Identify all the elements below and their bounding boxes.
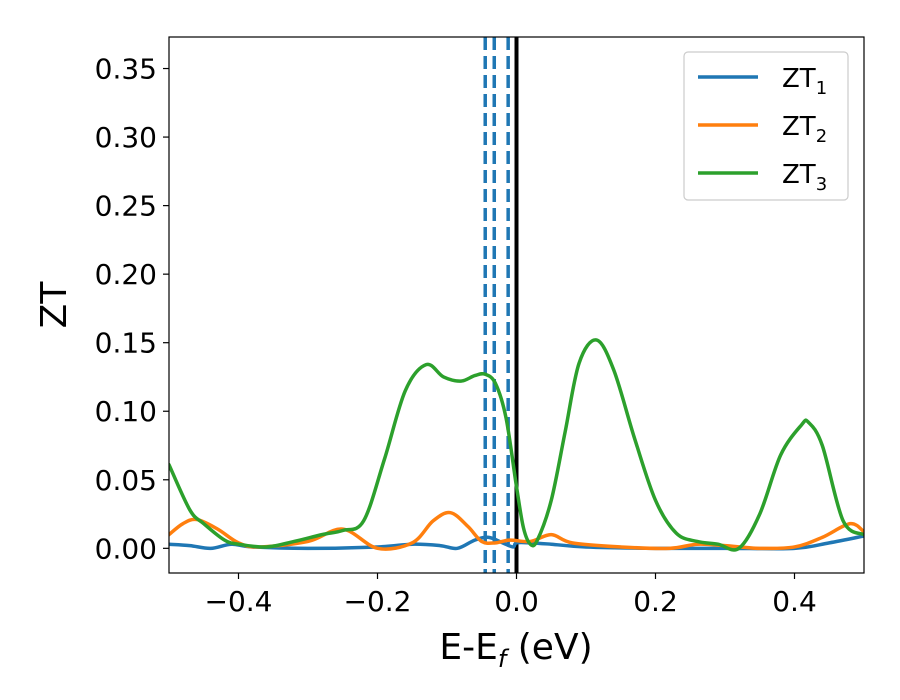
series-layer [169,338,864,552]
y-tick-label: 0.30 [95,121,157,154]
ticks-layer: −0.4 −0.2 0.0 0.2 0.4 0.00 0.05 0.10 0.15 0.20 0.2… [95,53,817,618]
legend-label-zt3: ZT3 [782,160,827,195]
x-axis-title-unit: (eV) [506,627,592,668]
legend-box [683,51,849,201]
y-tick-label: 0.20 [95,258,157,291]
y-tick-label: 0.15 [95,327,157,360]
legend: ZT1 ZT2 ZT3 [683,51,849,201]
x-tick-label: 0.4 [772,585,817,618]
x-tick-label: 0.0 [494,585,539,618]
x-tick-label: −0.4 [205,585,273,618]
reference-lines-layer [483,37,519,573]
plot-area-frame [168,36,865,574]
series-line-zt3 [169,338,864,552]
x-tick-label: −0.2 [344,585,412,618]
y-tick-label: 0.00 [95,532,157,565]
y-tick-label: 0.25 [95,190,157,223]
y-tick-label: 0.35 [95,53,157,86]
y-tick-label: 0.05 [95,464,157,497]
x-axis-title: E-Ef (eV) [439,627,592,673]
legend-label-zt2: ZT2 [782,112,827,147]
legend-label-zt1: ZT1 [782,64,827,99]
y-tick-label: 0.10 [95,395,157,428]
y-axis-title: ZT [34,281,75,329]
x-tick-label: 0.2 [633,585,678,618]
